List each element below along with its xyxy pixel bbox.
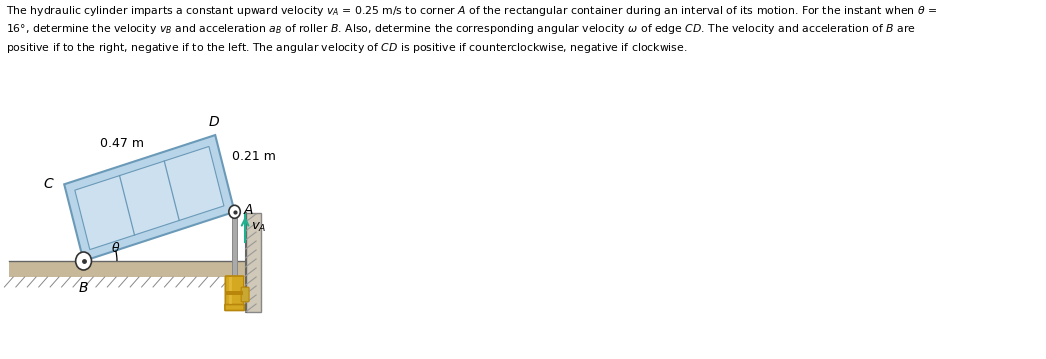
- Text: The hydraulic cylinder imparts a constant upward velocity $v_A$ = 0.25 m/s to co: The hydraulic cylinder imparts a constan…: [6, 4, 937, 55]
- Polygon shape: [64, 135, 234, 261]
- Bar: [246, 213, 262, 312]
- FancyBboxPatch shape: [242, 287, 249, 302]
- Bar: [226, 291, 243, 295]
- Text: C: C: [44, 177, 53, 191]
- Circle shape: [75, 252, 91, 270]
- Bar: [8, 261, 256, 277]
- FancyBboxPatch shape: [225, 304, 244, 311]
- Text: B: B: [78, 281, 88, 295]
- Text: $v_A$: $v_A$: [251, 221, 267, 234]
- Text: 0.47 m: 0.47 m: [100, 137, 144, 150]
- Text: A: A: [244, 203, 253, 217]
- FancyBboxPatch shape: [225, 276, 244, 306]
- Text: θ: θ: [112, 242, 119, 255]
- Text: 0.21 m: 0.21 m: [232, 150, 276, 163]
- Text: D: D: [209, 115, 220, 129]
- Polygon shape: [75, 146, 224, 250]
- Circle shape: [229, 205, 241, 218]
